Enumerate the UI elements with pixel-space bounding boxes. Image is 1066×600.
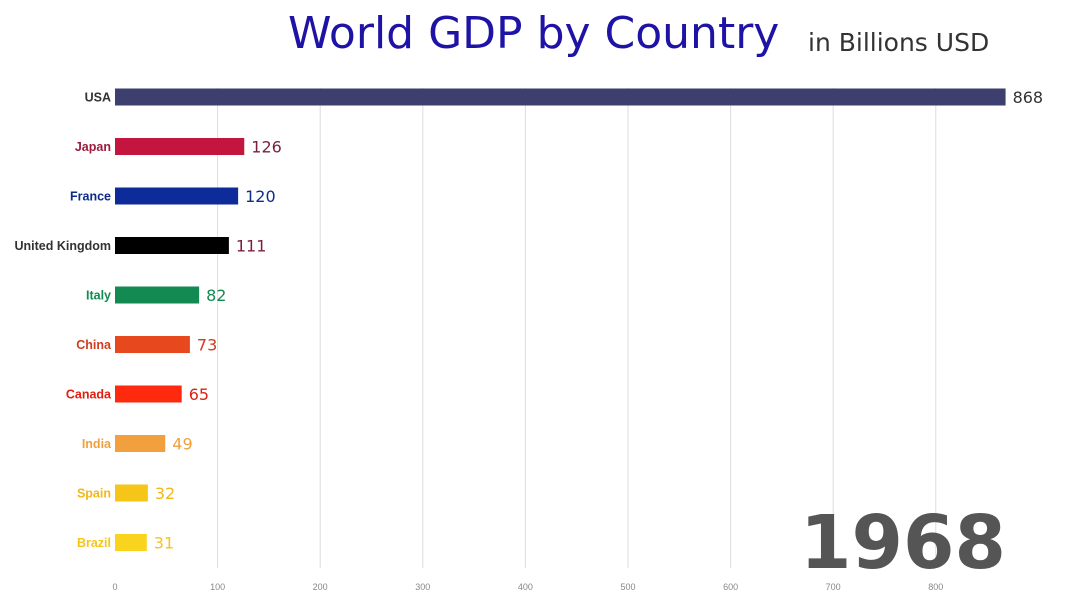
x-tick-label: 500	[620, 582, 635, 592]
value-label: 111	[236, 237, 267, 256]
x-tick-label: 200	[313, 582, 328, 592]
category-label: India	[82, 437, 112, 451]
value-label: 868	[1013, 88, 1044, 107]
bar	[115, 187, 239, 205]
value-label: 82	[206, 286, 226, 305]
category-label: Spain	[77, 487, 111, 501]
bar	[115, 484, 148, 502]
x-tick-label: 400	[518, 582, 533, 592]
x-tick-label: 300	[415, 582, 430, 592]
x-tick-label: 700	[826, 582, 841, 592]
category-label: United Kingdom	[14, 239, 111, 253]
category-label: USA	[85, 91, 111, 105]
value-label: 73	[197, 336, 217, 355]
year-label: 1968	[800, 500, 1006, 586]
category-label: Brazil	[77, 536, 111, 550]
value-label: 49	[172, 435, 192, 454]
value-label: 31	[154, 534, 174, 553]
bar	[115, 385, 182, 403]
value-label: 126	[251, 138, 282, 157]
value-label: 120	[245, 187, 276, 206]
bar	[115, 88, 1006, 106]
x-tick-label: 600	[723, 582, 738, 592]
bar	[115, 336, 190, 353]
bar	[115, 435, 166, 452]
bar	[115, 534, 147, 551]
chart-title: World GDP by Country	[288, 8, 780, 59]
bar	[115, 138, 245, 155]
chart-subtitle: in Billions USD	[808, 28, 990, 57]
bar	[115, 286, 200, 304]
category-label: Italy	[86, 289, 111, 303]
category-label: China	[76, 338, 112, 352]
category-label: France	[70, 190, 111, 204]
category-label: Canada	[66, 388, 112, 402]
value-label: 32	[155, 484, 175, 503]
bar	[115, 237, 229, 254]
value-label: 65	[189, 385, 209, 404]
x-tick-label: 800	[928, 582, 943, 592]
x-tick-label: 0	[112, 582, 117, 592]
category-label: Japan	[75, 140, 111, 154]
x-tick-label: 100	[210, 582, 225, 592]
